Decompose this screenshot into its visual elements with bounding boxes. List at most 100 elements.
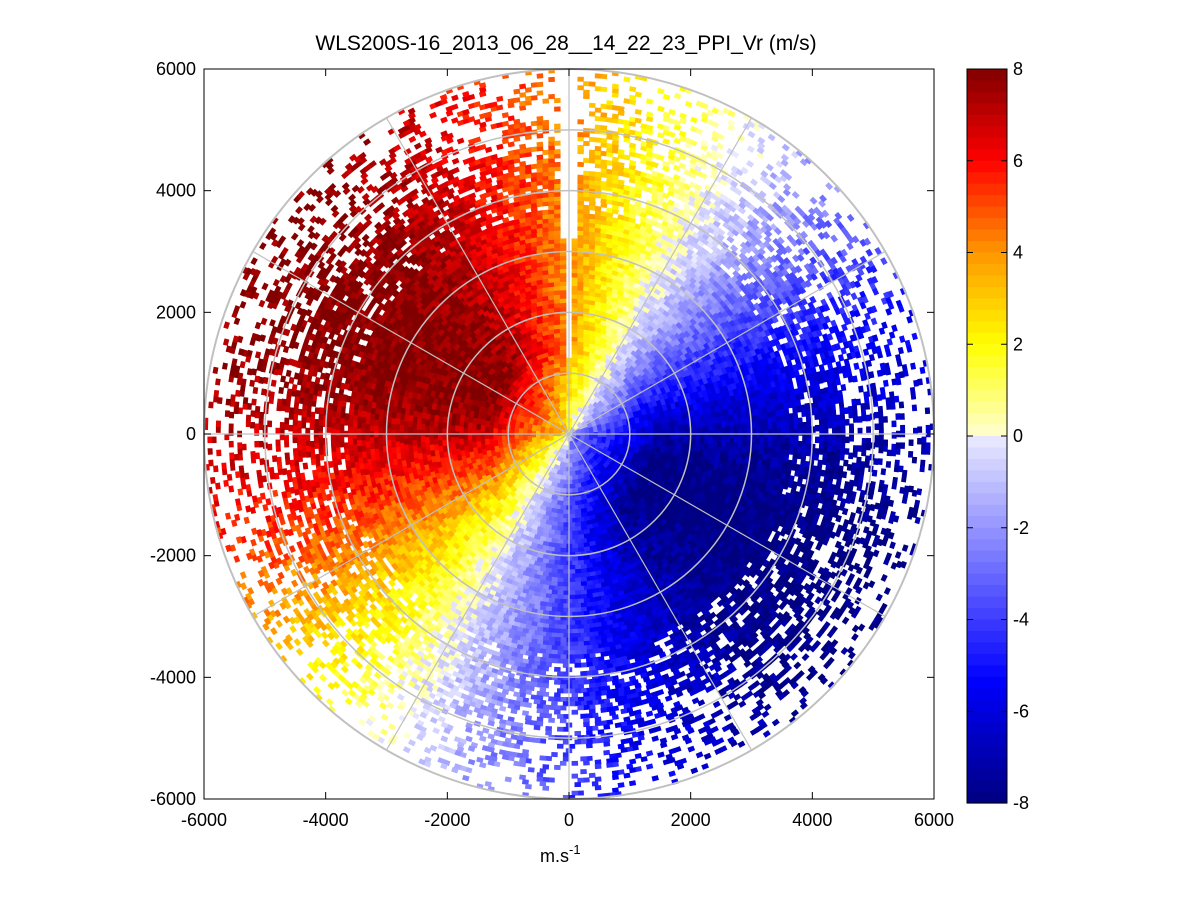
velocity-cell <box>559 340 567 346</box>
velocity-cell <box>661 423 667 431</box>
velocity-cell <box>562 569 570 575</box>
velocity-cell <box>733 424 740 432</box>
velocity-cell <box>593 431 599 440</box>
velocity-cell <box>559 530 567 536</box>
velocity-cell <box>420 440 426 448</box>
velocity-cell <box>562 509 570 515</box>
chart-title: WLS200S-16_2013_06_28__14_22_23_PPI_Vr (… <box>315 32 816 55</box>
velocity-cell <box>462 433 468 441</box>
velocity-cell <box>407 420 413 428</box>
velocity-cell <box>725 420 731 428</box>
velocity-cell <box>695 421 701 429</box>
velocity-cell <box>610 433 616 441</box>
velocity-cell <box>704 426 710 433</box>
velocity-cell <box>574 590 582 596</box>
velocity-cell <box>738 423 744 431</box>
velocity-cell <box>437 421 443 429</box>
velocity-cell <box>441 421 448 429</box>
velocity-cell <box>562 526 570 532</box>
velocity-cell <box>571 285 579 291</box>
velocity-cell <box>571 543 579 549</box>
velocity-cell <box>479 436 486 444</box>
velocity-cell <box>559 242 567 248</box>
velocity-cell <box>559 327 567 334</box>
velocity-cell <box>568 603 576 609</box>
velocity-cell <box>652 436 659 444</box>
velocity-cell <box>568 513 576 519</box>
velocity-cell <box>665 433 671 441</box>
velocity-cell <box>559 332 567 338</box>
velocity-cell <box>373 436 379 444</box>
velocity-cell <box>562 522 570 528</box>
velocity-cell <box>568 594 576 600</box>
velocity-cell <box>571 289 579 295</box>
velocity-cell <box>403 426 409 433</box>
velocity-cell <box>547 243 555 249</box>
velocity-cell <box>559 285 567 291</box>
velocity-cell <box>716 440 722 448</box>
velocity-cell <box>553 272 561 279</box>
velocity-cell <box>398 436 405 444</box>
velocity-cell <box>678 424 684 432</box>
velocity-cell <box>496 435 503 443</box>
velocity-cell <box>492 433 498 441</box>
velocity-cell <box>432 426 439 433</box>
velocity-cell <box>559 238 567 244</box>
velocity-cell <box>559 276 567 282</box>
velocity-cell <box>562 603 570 609</box>
velocity-cell <box>559 628 567 634</box>
velocity-cell <box>562 607 570 613</box>
velocity-cell <box>574 538 582 545</box>
velocity-cell <box>556 607 564 613</box>
velocity-cell <box>562 577 570 583</box>
velocity-cell <box>690 439 697 447</box>
velocity-cell <box>556 590 564 596</box>
velocity-cell <box>574 564 582 570</box>
velocity-cell <box>725 432 731 439</box>
velocity-cell <box>390 435 396 442</box>
velocity-cell <box>754 443 761 451</box>
velocity-cell <box>501 435 507 443</box>
velocity-cell <box>568 509 576 515</box>
velocity-cell <box>614 427 620 435</box>
velocity-cell <box>559 598 567 605</box>
velocity-cell <box>568 483 576 490</box>
velocity-cell <box>571 344 579 351</box>
velocity-cell <box>571 530 579 536</box>
velocity-cell <box>441 439 448 447</box>
velocity-cell <box>574 581 582 587</box>
velocity-cell <box>373 424 379 432</box>
velocity-cell <box>571 306 579 312</box>
velocity-cell <box>377 437 383 445</box>
velocity-cell <box>559 336 567 342</box>
velocity-cell <box>729 420 735 428</box>
velocity-cell <box>559 259 567 265</box>
velocity-cell <box>568 577 576 583</box>
velocity-cell <box>437 433 443 441</box>
velocity-cell <box>571 238 579 244</box>
velocity-cell <box>703 420 710 428</box>
velocity-cell <box>741 417 748 425</box>
velocity-cell <box>695 433 701 441</box>
velocity-cell <box>390 417 397 425</box>
velocity-cell <box>553 234 561 240</box>
velocity-cell <box>556 577 564 583</box>
velocity-cell <box>568 590 576 596</box>
velocity-cell <box>571 255 579 261</box>
velocity-cell <box>571 259 579 265</box>
velocity-cell <box>577 628 585 634</box>
velocity-cell <box>559 268 567 274</box>
velocity-cell <box>550 606 558 613</box>
velocity-cell <box>559 263 567 270</box>
velocity-cell <box>729 426 735 433</box>
velocity-cell <box>577 624 585 630</box>
velocity-cell <box>733 442 739 450</box>
velocity-cell <box>571 298 579 304</box>
velocity-cell <box>433 437 439 445</box>
velocity-cell <box>475 435 481 442</box>
velocity-cell <box>369 436 375 444</box>
velocity-cell <box>553 268 561 274</box>
velocity-cell <box>559 280 567 287</box>
velocity-cell <box>559 357 567 364</box>
